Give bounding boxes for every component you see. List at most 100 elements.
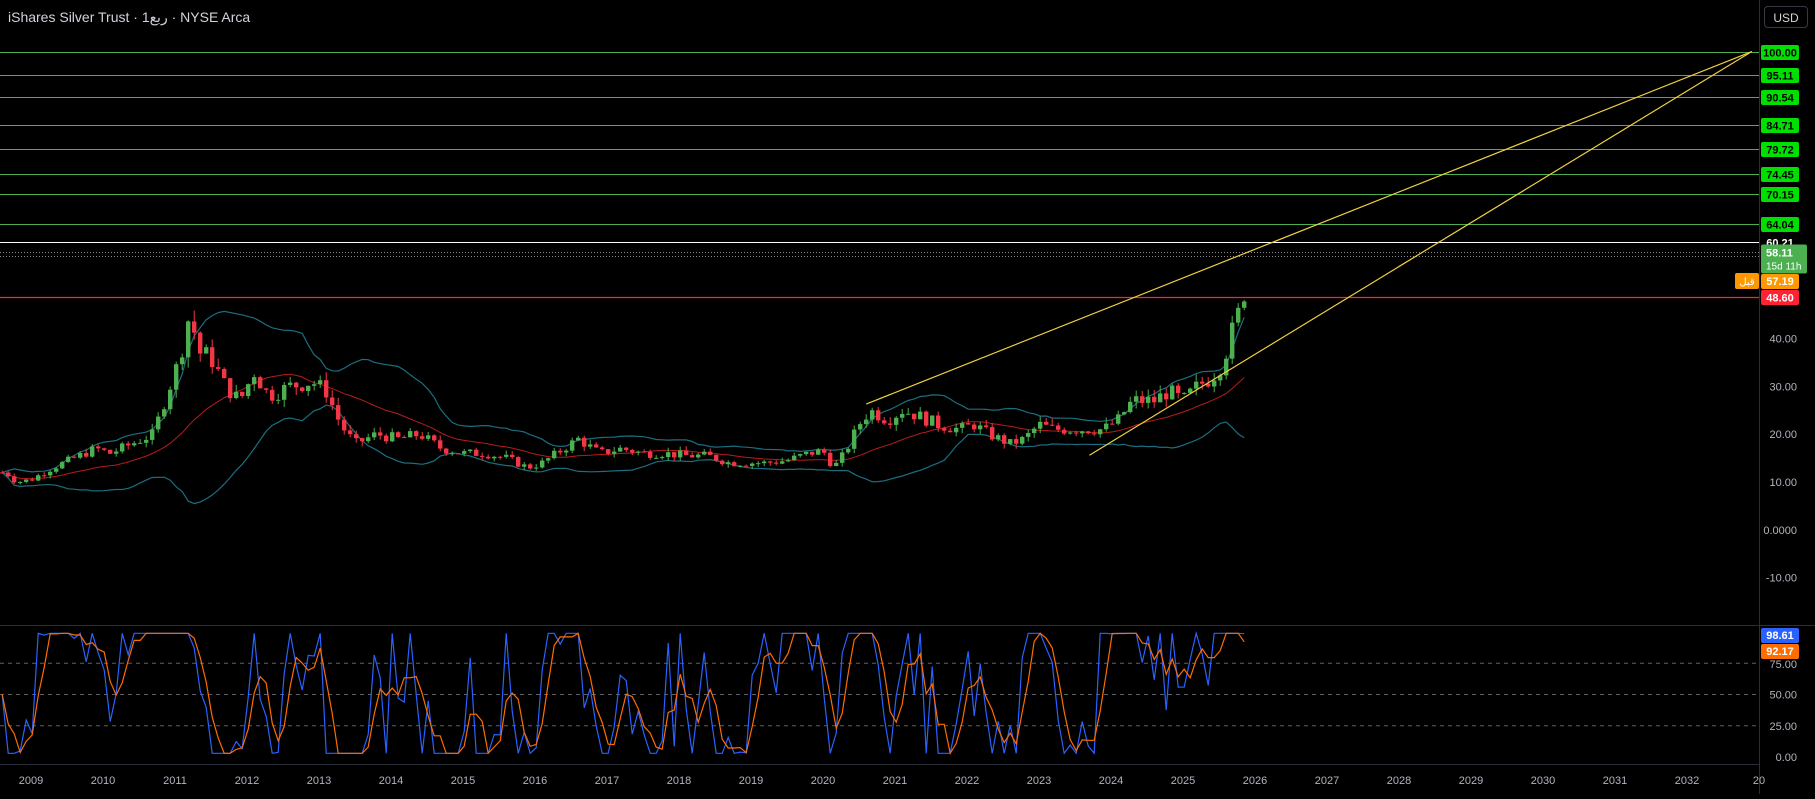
- candle-body[interactable]: [600, 447, 605, 450]
- candle-body[interactable]: [210, 347, 215, 368]
- candle-body[interactable]: [366, 437, 371, 442]
- candle-body[interactable]: [420, 436, 425, 439]
- candle-body[interactable]: [6, 472, 11, 477]
- candle-body[interactable]: [912, 413, 917, 420]
- candle-body[interactable]: [954, 427, 959, 433]
- candle-body[interactable]: [636, 451, 641, 453]
- candle-body[interactable]: [114, 451, 119, 454]
- candle-body[interactable]: [1062, 429, 1067, 434]
- candle-body[interactable]: [1176, 385, 1181, 393]
- candle-body[interactable]: [444, 448, 449, 454]
- candle-body[interactable]: [408, 431, 413, 438]
- candle-body[interactable]: [522, 464, 527, 467]
- candle-body[interactable]: [150, 429, 155, 440]
- candle-body[interactable]: [654, 457, 659, 459]
- candle-body[interactable]: [570, 440, 575, 451]
- candle-body[interactable]: [1116, 414, 1121, 424]
- candle-body[interactable]: [546, 458, 551, 461]
- candle-body[interactable]: [1014, 439, 1019, 444]
- candle-body[interactable]: [468, 449, 473, 452]
- candle-body[interactable]: [834, 462, 839, 467]
- candle-body[interactable]: [18, 481, 23, 483]
- candle-body[interactable]: [66, 456, 71, 463]
- candle-body[interactable]: [312, 384, 317, 386]
- candle-body[interactable]: [798, 454, 803, 456]
- candle-body[interactable]: [990, 427, 995, 440]
- candle-body[interactable]: [864, 419, 869, 425]
- candle-body[interactable]: [810, 451, 815, 455]
- candle-body[interactable]: [36, 475, 41, 481]
- candle-body[interactable]: [618, 447, 623, 452]
- candle-body[interactable]: [1056, 425, 1061, 430]
- candle-body[interactable]: [186, 321, 191, 358]
- candle-body[interactable]: [966, 423, 971, 425]
- candle-body[interactable]: [510, 454, 515, 458]
- candle-body[interactable]: [42, 475, 47, 477]
- candle-body[interactable]: [216, 367, 221, 369]
- candle-body[interactable]: [486, 456, 491, 459]
- candle-body[interactable]: [1080, 431, 1085, 434]
- candle-body[interactable]: [630, 449, 635, 453]
- candle-body[interactable]: [402, 437, 407, 439]
- candle-body[interactable]: [462, 451, 467, 454]
- candle-body[interactable]: [672, 452, 677, 458]
- candle-body[interactable]: [246, 384, 251, 397]
- candle-body[interactable]: [1230, 322, 1235, 359]
- candle-body[interactable]: [882, 420, 887, 424]
- candle-body[interactable]: [102, 448, 107, 450]
- candle-body[interactable]: [1050, 424, 1055, 426]
- candle-body[interactable]: [492, 456, 497, 459]
- candle-body[interactable]: [660, 457, 665, 459]
- candle-body[interactable]: [960, 423, 965, 428]
- candle-body[interactable]: [1104, 423, 1109, 430]
- candle-body[interactable]: [780, 461, 785, 464]
- candle-body[interactable]: [24, 479, 29, 482]
- candle-body[interactable]: [1218, 375, 1223, 381]
- candle-body[interactable]: [816, 449, 821, 455]
- candle-body[interactable]: [192, 321, 197, 333]
- candle-body[interactable]: [594, 444, 599, 448]
- candle-body[interactable]: [552, 450, 557, 459]
- candle-body[interactable]: [534, 467, 539, 469]
- candle-body[interactable]: [972, 424, 977, 430]
- candle-body[interactable]: [318, 380, 323, 385]
- candle-body[interactable]: [564, 450, 569, 453]
- candle-body[interactable]: [1068, 432, 1073, 434]
- candle-body[interactable]: [198, 332, 203, 354]
- candle-body[interactable]: [516, 457, 521, 467]
- candle-body[interactable]: [588, 444, 593, 447]
- candle-body[interactable]: [456, 453, 461, 455]
- candle-body[interactable]: [306, 385, 311, 391]
- candle-body[interactable]: [1170, 385, 1175, 400]
- candle-body[interactable]: [1242, 301, 1247, 308]
- candle-body[interactable]: [930, 415, 935, 426]
- candle-body[interactable]: [180, 357, 185, 365]
- candle-body[interactable]: [108, 449, 113, 454]
- candle-body[interactable]: [78, 452, 83, 458]
- candle-body[interactable]: [1086, 431, 1091, 434]
- candle-body[interactable]: [156, 416, 161, 430]
- candle-body[interactable]: [450, 453, 455, 455]
- candle-body[interactable]: [288, 382, 293, 385]
- candle-body[interactable]: [1134, 396, 1139, 402]
- candle-body[interactable]: [702, 451, 707, 455]
- candle-body[interactable]: [270, 389, 275, 401]
- candle-body[interactable]: [888, 423, 893, 425]
- candle-body[interactable]: [498, 456, 503, 458]
- candle-body[interactable]: [846, 448, 851, 453]
- candle-body[interactable]: [678, 450, 683, 458]
- candle-body[interactable]: [48, 471, 53, 476]
- trendline-1[interactable]: [1089, 51, 1753, 456]
- candle-body[interactable]: [1212, 380, 1217, 387]
- candle-body[interactable]: [168, 389, 173, 410]
- candle-body[interactable]: [558, 450, 563, 453]
- candle-body[interactable]: [1026, 433, 1031, 437]
- candle-body[interactable]: [870, 410, 875, 420]
- candle-body[interactable]: [1152, 396, 1157, 403]
- candle-body[interactable]: [852, 429, 857, 449]
- candle-body[interactable]: [396, 432, 401, 438]
- candle-body[interactable]: [726, 462, 731, 465]
- candle-body[interactable]: [756, 463, 761, 465]
- candle-body[interactable]: [414, 431, 419, 437]
